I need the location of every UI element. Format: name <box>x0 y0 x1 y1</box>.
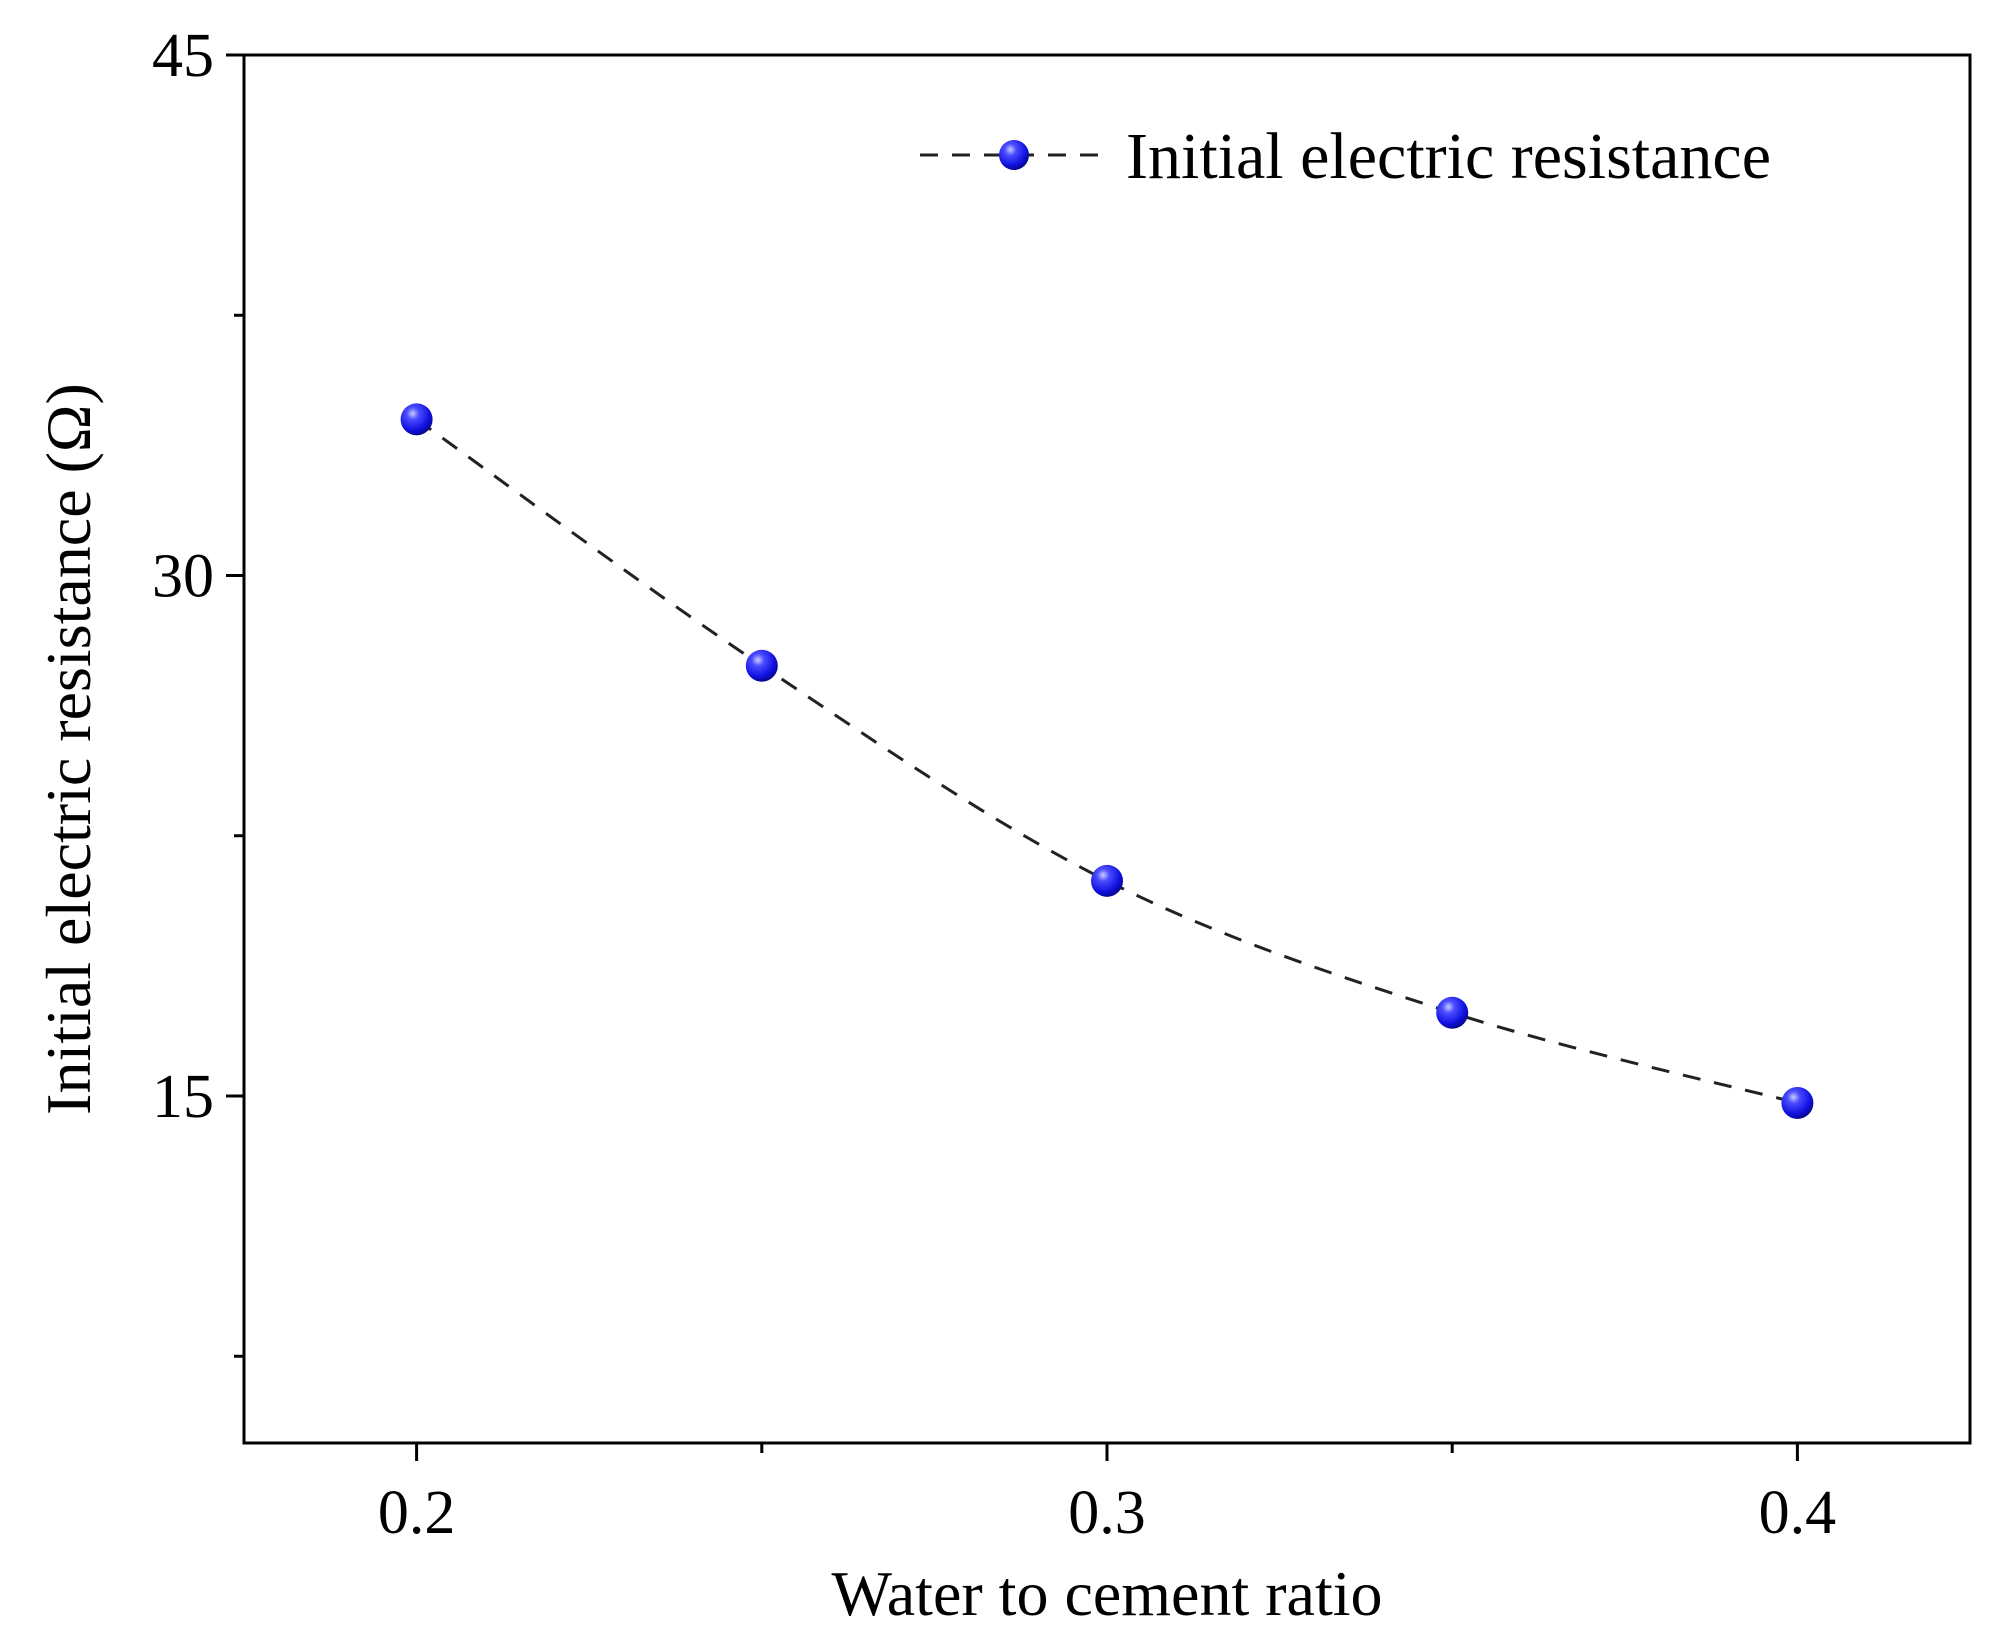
data-point <box>1781 1086 1814 1119</box>
data-point <box>400 403 433 436</box>
legend-marker-sample <box>999 140 1029 170</box>
x-axis-title: Water to cement ratio <box>831 1558 1382 1629</box>
legend: Initial electric resistance <box>920 120 1771 193</box>
series-layer <box>400 403 1814 1119</box>
x-tick-label: 0.3 <box>1068 1479 1146 1547</box>
y-tick-label: 15 <box>152 1063 214 1131</box>
x-axis-tick-labels: 0.2 0.3 0.4 <box>378 1479 1836 1547</box>
y-axis-ticks <box>226 53 244 1358</box>
plot-frame <box>242 53 1972 1445</box>
data-point <box>745 649 778 682</box>
x-tick-label: 0.4 <box>1759 1479 1837 1547</box>
legend-label: Initial electric resistance <box>1126 120 1771 193</box>
series-line <box>415 418 1798 1105</box>
y-axis-title: Initial electric resistance (Ω) <box>33 383 104 1115</box>
data-point <box>1436 996 1469 1029</box>
y-tick-label: 45 <box>152 22 214 90</box>
x-tick-label: 0.2 <box>378 1479 456 1547</box>
y-axis-tick-labels: 15 30 45 <box>152 22 214 1131</box>
y-tick-label: 30 <box>152 543 214 611</box>
x-axis-ticks <box>415 1443 1799 1461</box>
data-point <box>1091 864 1123 897</box>
